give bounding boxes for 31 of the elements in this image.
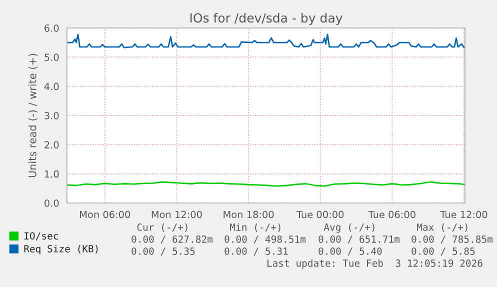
text: 0.00 / 627.82m [132,235,212,244]
x-tick-label: Mon 06:00 [80,210,130,218]
y-tick-label: 6.0 [44,24,59,32]
legend-label: IO/sec [24,232,58,240]
y-axis-title: Units read (-) / write (+) [28,54,38,178]
y-tick-label: 3.0 [44,112,59,120]
x-tick-label: Mon 18:00 [224,210,274,218]
x-tick-label: Tue 06:00 [368,210,416,218]
y-tick-label: 5.0 [44,54,59,61]
text: 0.00 / 651.71m [318,235,400,244]
text: 0.00 / 5.35 [132,247,195,256]
text: 0.00 / 5.31 [224,247,288,256]
line-series [67,34,465,48]
y-tick-label: 2.0 [44,141,59,148]
text: Cur (-/+) [137,223,188,232]
text: Min (-/+) [230,223,280,232]
x-tick-label: Mon 12:00 [152,210,202,218]
text: 0.00 / 785.85m [412,235,492,244]
text: 0.00 / 498.51m [224,235,306,244]
text: 0.00 / 5.40 [318,247,382,256]
chart-title: IOs for /dev/sda - by day [190,12,342,26]
y-tick-label: 1.0 [44,170,59,178]
y-tick-label: 4.0 [44,82,59,90]
y-tick-label: 0.0 [44,199,59,207]
text: Max (-/+) [417,223,468,232]
text: Avg (-/+) [324,223,374,233]
text: Last update: Tue Feb 3 12:05:19 2026 [267,259,482,269]
text: 0.00 / 5.85 [412,247,475,256]
x-tick-label: Tue 00:00 [296,210,344,218]
x-tick-label: Tue 12:00 [440,210,488,218]
legend-label: Req Size (KB) [24,244,98,254]
